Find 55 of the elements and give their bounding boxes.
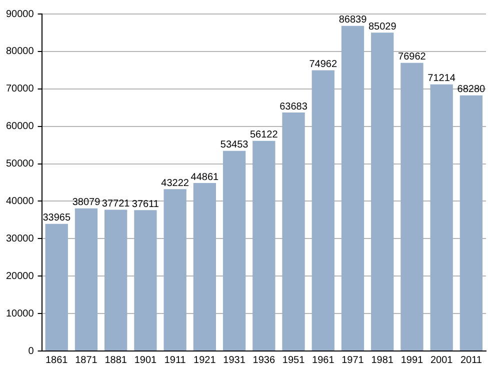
bar: [371, 32, 394, 350]
y-tick-label: 0: [28, 346, 34, 357]
y-tick-label: 10000: [6, 308, 34, 320]
bar: [400, 62, 424, 350]
bar: [164, 189, 186, 350]
bar: [282, 112, 305, 350]
x-tick-label: 1971: [342, 354, 364, 366]
x-tick-label: 1861: [45, 354, 68, 366]
data-label: 44861: [190, 172, 220, 183]
x-tick-label: 1911: [164, 354, 186, 366]
data-label: 74962: [309, 59, 338, 70]
x-tick-label: 1951: [282, 354, 306, 366]
bar: [430, 84, 453, 350]
data-label: 37611: [132, 198, 160, 210]
data-label: 53453: [220, 140, 249, 151]
x-tick-label: 2011: [460, 354, 482, 366]
bar: [312, 70, 334, 350]
x-tick-label: 1881: [104, 354, 128, 366]
x-tick-label: 1961: [312, 354, 335, 366]
bar: [341, 26, 364, 350]
data-label: 43222: [161, 178, 190, 189]
y-tick-label: 80000: [6, 46, 34, 58]
bar: [104, 210, 128, 350]
data-label: 85029: [368, 21, 397, 32]
y-tick-label: 60000: [6, 121, 34, 132]
data-label: 56122: [250, 130, 278, 141]
y-tick-label: 20000: [6, 270, 34, 282]
data-label: 33965: [42, 212, 71, 224]
bar: [252, 140, 276, 350]
bar: [222, 150, 246, 350]
y-tick-label: 50000: [6, 158, 34, 170]
x-tick-label: 1936: [252, 354, 276, 366]
x-tick-label: 1991: [400, 354, 424, 366]
data-label: 71214: [428, 73, 456, 84]
bar: [460, 95, 483, 350]
data-label: 63683: [280, 101, 308, 112]
bar: [193, 183, 216, 350]
x-tick-label: 2001: [430, 354, 454, 366]
y-tick-label: 90000: [6, 8, 34, 20]
data-label: 76962: [398, 52, 426, 63]
data-label: 37721: [102, 198, 130, 210]
data-label: 86839: [338, 14, 368, 26]
y-tick-label: 40000: [6, 196, 34, 207]
bar: [74, 208, 98, 350]
data-label: 38079: [72, 197, 101, 208]
data-label: 68280: [457, 84, 486, 96]
y-tick-label: 70000: [6, 84, 34, 95]
x-tick-label: 1921: [194, 354, 216, 366]
bar: [134, 210, 157, 350]
x-tick-label: 1901: [134, 354, 158, 366]
bar: [45, 224, 68, 350]
y-tick-label: 30000: [6, 233, 34, 244]
x-tick-label: 1981: [371, 354, 394, 366]
x-tick-label: 1871: [75, 354, 98, 366]
x-tick-label: 1931: [223, 354, 246, 366]
